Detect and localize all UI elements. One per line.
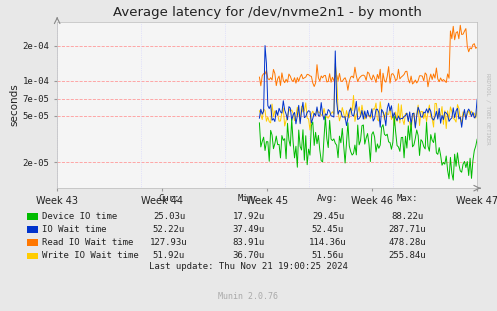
- Text: RRDTOOL / TOBI OETIKER: RRDTOOL / TOBI OETIKER: [486, 73, 491, 145]
- Text: 478.28u: 478.28u: [389, 238, 426, 247]
- Text: 51.92u: 51.92u: [153, 251, 185, 260]
- Text: 114.36u: 114.36u: [309, 238, 347, 247]
- Text: Device IO time: Device IO time: [42, 212, 117, 220]
- Text: 29.45u: 29.45u: [312, 212, 344, 220]
- Text: Last update: Thu Nov 21 19:00:25 2024: Last update: Thu Nov 21 19:00:25 2024: [149, 262, 348, 271]
- Text: 127.93u: 127.93u: [150, 238, 188, 247]
- Text: Min:: Min:: [238, 193, 259, 202]
- Text: 255.84u: 255.84u: [389, 251, 426, 260]
- Text: IO Wait time: IO Wait time: [42, 225, 107, 234]
- Text: Munin 2.0.76: Munin 2.0.76: [219, 291, 278, 300]
- Text: Write IO Wait time: Write IO Wait time: [42, 251, 139, 260]
- Text: 287.71u: 287.71u: [389, 225, 426, 234]
- Text: Max:: Max:: [397, 193, 418, 202]
- Text: 52.22u: 52.22u: [153, 225, 185, 234]
- Text: 17.92u: 17.92u: [233, 212, 264, 220]
- Y-axis label: seconds: seconds: [10, 84, 20, 126]
- Text: 83.91u: 83.91u: [233, 238, 264, 247]
- Text: 36.70u: 36.70u: [233, 251, 264, 260]
- Text: Cur:: Cur:: [158, 193, 180, 202]
- Text: 52.45u: 52.45u: [312, 225, 344, 234]
- Text: 51.56u: 51.56u: [312, 251, 344, 260]
- Text: 37.49u: 37.49u: [233, 225, 264, 234]
- Title: Average latency for /dev/nvme2n1 - by month: Average latency for /dev/nvme2n1 - by mo…: [113, 6, 421, 19]
- Text: 88.22u: 88.22u: [392, 212, 423, 220]
- Text: 25.03u: 25.03u: [153, 212, 185, 220]
- Text: Avg:: Avg:: [317, 193, 339, 202]
- Text: Read IO Wait time: Read IO Wait time: [42, 238, 134, 247]
